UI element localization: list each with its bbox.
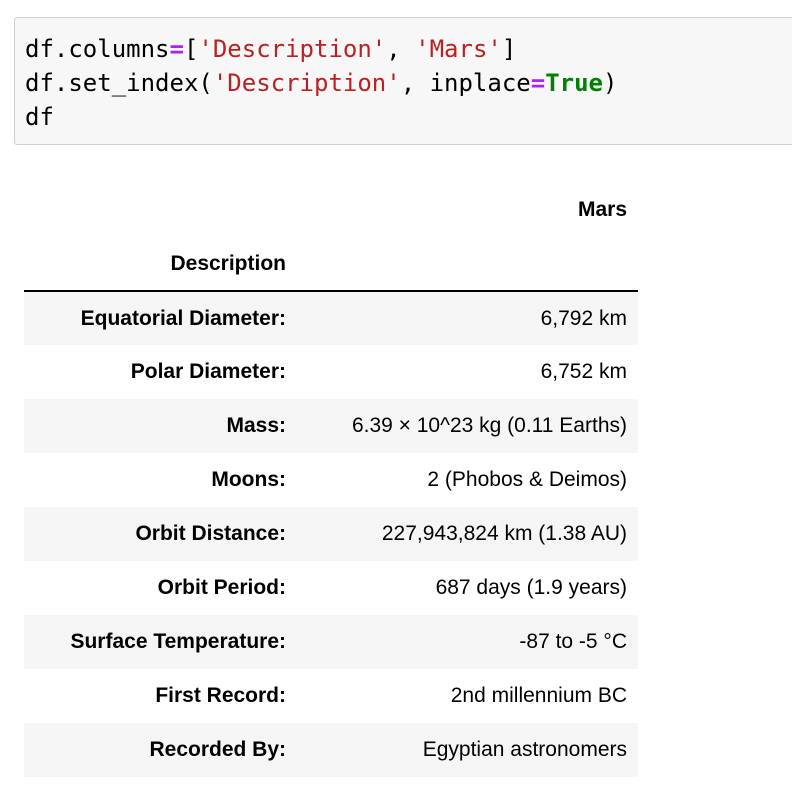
dataframe-output-table: Mars Description Equatorial Diameter: 6,7… xyxy=(24,183,638,777)
row-value: Egyptian astronomers xyxy=(422,738,627,761)
header-blank-cell xyxy=(24,183,286,237)
table-row: Polar Diameter: 6,752 km xyxy=(24,345,638,399)
table-row: Mass: 6.39 × 10^23 kg (0.11 Earths) xyxy=(24,399,638,453)
row-index-label: Polar Diameter: xyxy=(130,360,286,383)
code-token: df.columns xyxy=(25,35,170,63)
code-editor[interactable]: df.columns=['Description', 'Mars'] df.se… xyxy=(25,32,617,134)
code-token: df.set_index( xyxy=(25,69,213,97)
code-cell[interactable]: df.columns=['Description', 'Mars'] df.se… xyxy=(14,17,792,145)
index-name-description: Description xyxy=(24,237,286,292)
code-token: , xyxy=(386,35,416,63)
code-string: 'Mars' xyxy=(415,35,502,63)
table-row: Recorded By: Egyptian astronomers xyxy=(24,723,638,777)
code-line-2: df.set_index('Description', inplace=True… xyxy=(25,69,617,97)
row-value: 687 days (1.9 years) xyxy=(435,576,627,599)
code-string: 'Description' xyxy=(212,69,401,97)
column-header-mars: Mars xyxy=(577,198,627,221)
code-line-1: df.columns=['Description', 'Mars'] xyxy=(25,35,516,63)
code-operator: = xyxy=(530,69,546,97)
code-operator: = xyxy=(169,35,184,63)
table-row: Orbit Distance: 227,943,824 km (1.38 AU) xyxy=(24,507,638,561)
row-index-label: Moons: xyxy=(211,468,286,491)
row-index-label: Surface Temperature: xyxy=(70,630,286,653)
table-row: Equatorial Diameter: 6,792 km xyxy=(24,291,638,345)
code-token: ] xyxy=(501,35,517,63)
row-value: 6.39 × 10^23 kg (0.11 Earths) xyxy=(351,414,627,437)
row-value: 6,752 km xyxy=(540,360,627,383)
row-index-label: Orbit Period: xyxy=(157,576,286,599)
row-value: 6,792 km xyxy=(540,306,627,330)
table-body: Equatorial Diameter: 6,792 km Polar Diamet… xyxy=(24,291,638,777)
index-name-blank-cell xyxy=(286,237,638,292)
code-token: , inplace xyxy=(400,69,531,97)
code-line-3: df xyxy=(25,103,54,131)
table-row: Moons: 2 (Phobos & Deimos) xyxy=(24,453,638,507)
row-index-label: Orbit Distance: xyxy=(135,522,286,545)
table-row: First Record: 2nd millennium BC xyxy=(24,669,638,723)
row-index-label: Mass: xyxy=(226,414,286,437)
table-row: Orbit Period: 687 days (1.9 years) xyxy=(24,561,638,615)
index-name-row: Description xyxy=(24,237,638,292)
code-token: ) xyxy=(602,69,618,97)
column-header-row: Mars xyxy=(24,183,638,237)
row-index-label: First Record: xyxy=(155,684,286,707)
row-value: 2nd millennium BC xyxy=(450,684,627,707)
code-string: 'Description' xyxy=(198,35,387,63)
row-value: -87 to -5 °C xyxy=(519,630,627,653)
code-keyword: True xyxy=(545,69,603,97)
table-row: Surface Temperature: -87 to -5 °C xyxy=(24,615,638,669)
row-index-label: Equatorial Diameter: xyxy=(80,306,286,330)
row-value: 227,943,824 km (1.38 AU) xyxy=(381,522,627,545)
code-token: [ xyxy=(183,35,199,63)
row-index-label: Recorded By: xyxy=(149,738,286,761)
row-value: 2 (Phobos & Deimos) xyxy=(427,468,627,491)
